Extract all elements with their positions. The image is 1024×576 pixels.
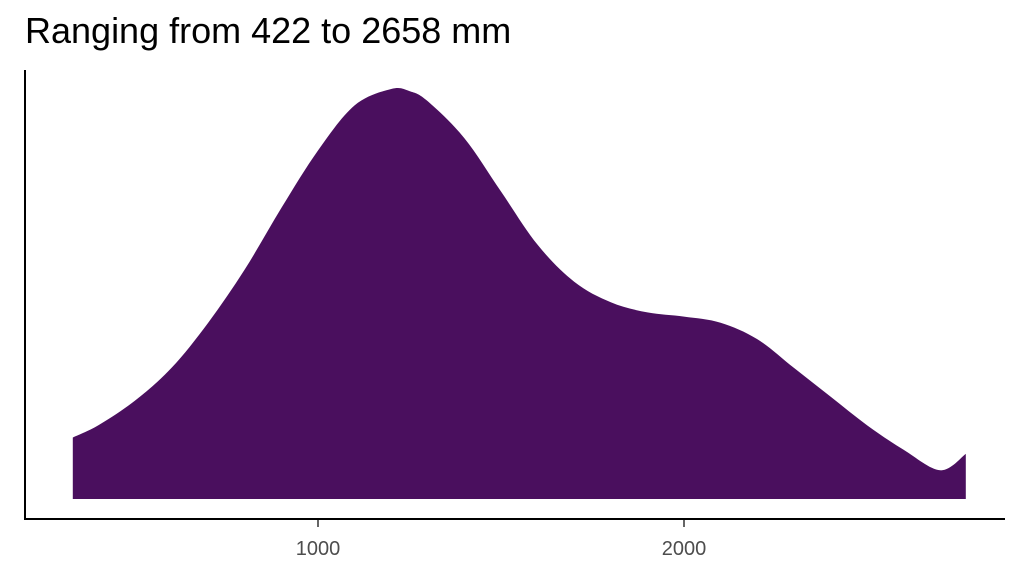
chart-title: Ranging from 422 to 2658 mm: [25, 10, 512, 51]
x-tick-label: 1000: [296, 538, 341, 560]
density-area: [72, 87, 966, 499]
x-tick-label: 2000: [662, 538, 707, 560]
